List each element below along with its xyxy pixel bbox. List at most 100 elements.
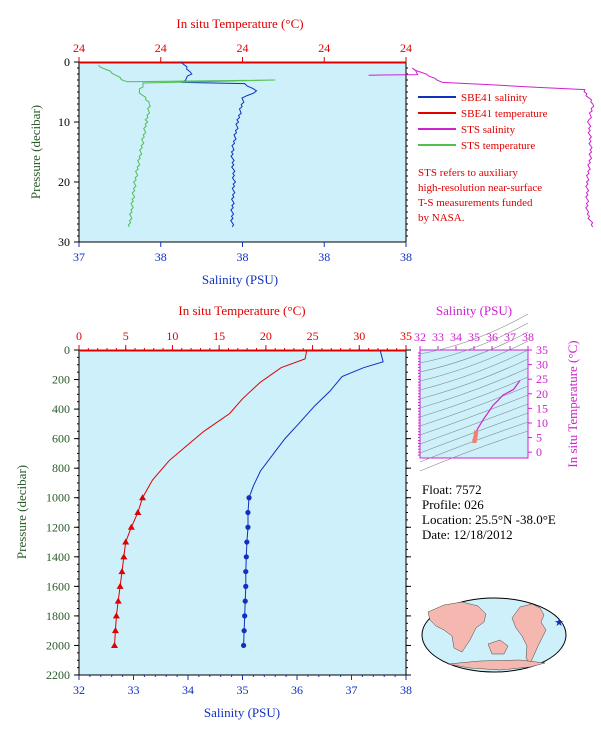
top-pressure-tick-label: 30 [58, 235, 70, 249]
ts-temp-tick-label: 20 [536, 387, 548, 401]
bottom-salinity-marker [243, 568, 249, 575]
ts-salinity-tick-label: 34 [450, 330, 462, 344]
ts-temp-tick-label: 25 [536, 372, 548, 386]
ts-temp-axis-title: In situ Temperature (°C) [565, 340, 580, 467]
bottom-temp-tick-label: 35 [400, 329, 412, 343]
ts-density-contour [419, 403, 529, 445]
bottom-pressure-tick-label: 200 [52, 373, 70, 387]
top-temp-tick-label: 24 [400, 41, 412, 55]
bottom-pressure-tick-label: 0 [64, 343, 70, 357]
bottom-temp-tick-label: 25 [307, 329, 319, 343]
bottom-temperature-marker [127, 523, 135, 530]
float-location: Location: 25.5°N -38.0°E [422, 512, 556, 527]
bottom-temperature-marker [114, 597, 122, 604]
bottom-temp-tick-label: 0 [76, 329, 82, 343]
sts-note-line-4: by NASA. [418, 212, 465, 224]
top-series-sbe41-salinity [180, 61, 258, 228]
bottom-series-salinity [243, 350, 384, 646]
top-panel: In situ Temperature (°C) 24 24 24 24 24 37 38… [28, 16, 595, 287]
bottom-temp-tick-label: 20 [260, 329, 272, 343]
bottom-salinity-marker [241, 628, 247, 634]
bottom-temperature-marker [112, 612, 120, 619]
bottom-pressure-tick-label: 1000 [46, 491, 70, 505]
float-id: Float: 7572 [422, 482, 482, 497]
top-temp-tick-label: 24 [73, 41, 85, 55]
top-salinity-tick-label: 38 [237, 250, 249, 264]
bottom-temperature-marker [118, 568, 126, 575]
bottom-salinity-marker [245, 524, 251, 530]
map-afro-eurasia [427, 601, 487, 653]
world-map: ★ [421, 597, 567, 673]
bottom-pressure-ticks: 0 200 400 600 800 1000 1200 1400 1600 1800 2000 220… [46, 343, 411, 682]
bottom-temp-ticks: 0 5 10 15 20 25 30 35 [76, 329, 412, 350]
bottom-salinity-marker [244, 539, 250, 545]
ts-salinity-axis-title: Salinity (PSU) [436, 303, 512, 318]
bottom-temperature-marker [120, 553, 128, 560]
top-salinity-tick-label: 38 [400, 250, 412, 264]
top-salinity-axis-title: Salinity (PSU) [202, 272, 278, 287]
float-info: Float: 7572 Profile: 026 Location: 25.5°… [422, 482, 556, 542]
bottom-pressure-tick-label: 2000 [46, 638, 70, 652]
legend-label-sts-salinity: STS salinity [461, 124, 516, 136]
ts-deep-marker [472, 439, 477, 444]
ts-density-contour [419, 331, 529, 373]
top-pressure-tick-label: 0 [64, 55, 70, 69]
bottom-salinity-tick-label: 38 [400, 683, 412, 697]
bottom-pressure-tick-label: 600 [52, 432, 70, 446]
bottom-plot-area [78, 349, 407, 676]
top-series-sts-temperature [98, 64, 276, 228]
bottom-temp-tick-label: 10 [166, 329, 178, 343]
top-salinity-tick-label: 37 [73, 250, 85, 264]
bottom-pressure-tick-label: 1200 [46, 520, 70, 534]
bottom-salinity-marker [240, 642, 247, 649]
ts-density-contour [419, 394, 529, 436]
ts-deep-marker [473, 432, 478, 437]
bottom-pressure-tick-label: 800 [52, 461, 70, 475]
bottom-temp-axis-title: In situ Temperature (°C) [178, 303, 305, 318]
legend-label-sbe41-temperature: SBE41 temperature [461, 108, 548, 120]
ts-temp-tick-label: 10 [536, 416, 548, 430]
top-temp-tick-label: 24 [318, 41, 330, 55]
bottom-salinity-tick-label: 34 [182, 683, 194, 697]
bottom-panel: In situ Temperature (°C) 0 5 10 15 20 25 30 35 … [14, 303, 412, 720]
ts-series-group [472, 380, 521, 444]
ts-salinity-tick-label: 37 [504, 330, 516, 344]
bottom-temperature-marker [139, 494, 147, 501]
top-pressure-ticks: 0 10 20 30 [58, 55, 408, 249]
ts-density-contour [419, 358, 529, 400]
ts-density-contours [419, 313, 529, 472]
sts-note: STS refers to auxiliary high-resolution … [418, 167, 542, 224]
ts-density-contour [419, 367, 529, 409]
bottom-salinity-tick-label: 32 [73, 683, 85, 697]
top-temp-tick-label: 24 [155, 41, 167, 55]
bottom-salinity-tick-label: 36 [291, 683, 303, 697]
profile-date: Date: 12/18/2012 [422, 527, 513, 542]
bottom-salinity-marker [243, 554, 249, 560]
top-series-sts-salinity [368, 67, 595, 228]
ts-density-contour [419, 340, 529, 382]
ts-salinity-tick-label: 36 [486, 330, 498, 344]
bottom-salinity-marker [245, 509, 251, 516]
ts-deep-marker [474, 430, 479, 435]
bottom-pressure-tick-label: 1600 [46, 579, 70, 593]
bottom-series-group [111, 350, 384, 649]
ts-temp-tick-label: 35 [536, 343, 548, 357]
ts-density-contour [419, 376, 529, 418]
map-antarctica [447, 659, 546, 671]
bottom-pressure-tick-label: 400 [52, 402, 70, 416]
ts-density-contour [419, 313, 529, 355]
bottom-temp-tick-label: 15 [213, 329, 225, 343]
ts-temp-tick-label: 30 [536, 358, 548, 372]
ts-density-contour [419, 430, 529, 472]
ts-density-contour [419, 349, 529, 391]
ts-salinity-tick-label: 33 [432, 330, 444, 344]
bottom-pressure-tick-label: 1800 [46, 609, 70, 623]
bottom-salinity-axis-title: Salinity (PSU) [204, 705, 280, 720]
sts-note-line-3: T-S measurements funded [418, 197, 533, 209]
ts-salinity-tick-label: 38 [522, 330, 534, 344]
bottom-salinity-tick-label: 35 [237, 683, 249, 697]
bottom-temperature-marker [134, 509, 142, 515]
bottom-temperature-marker [116, 582, 124, 589]
legend-label-sbe41-salinity: SBE41 salinity [461, 92, 528, 104]
bottom-temp-tick-label: 5 [123, 329, 129, 343]
